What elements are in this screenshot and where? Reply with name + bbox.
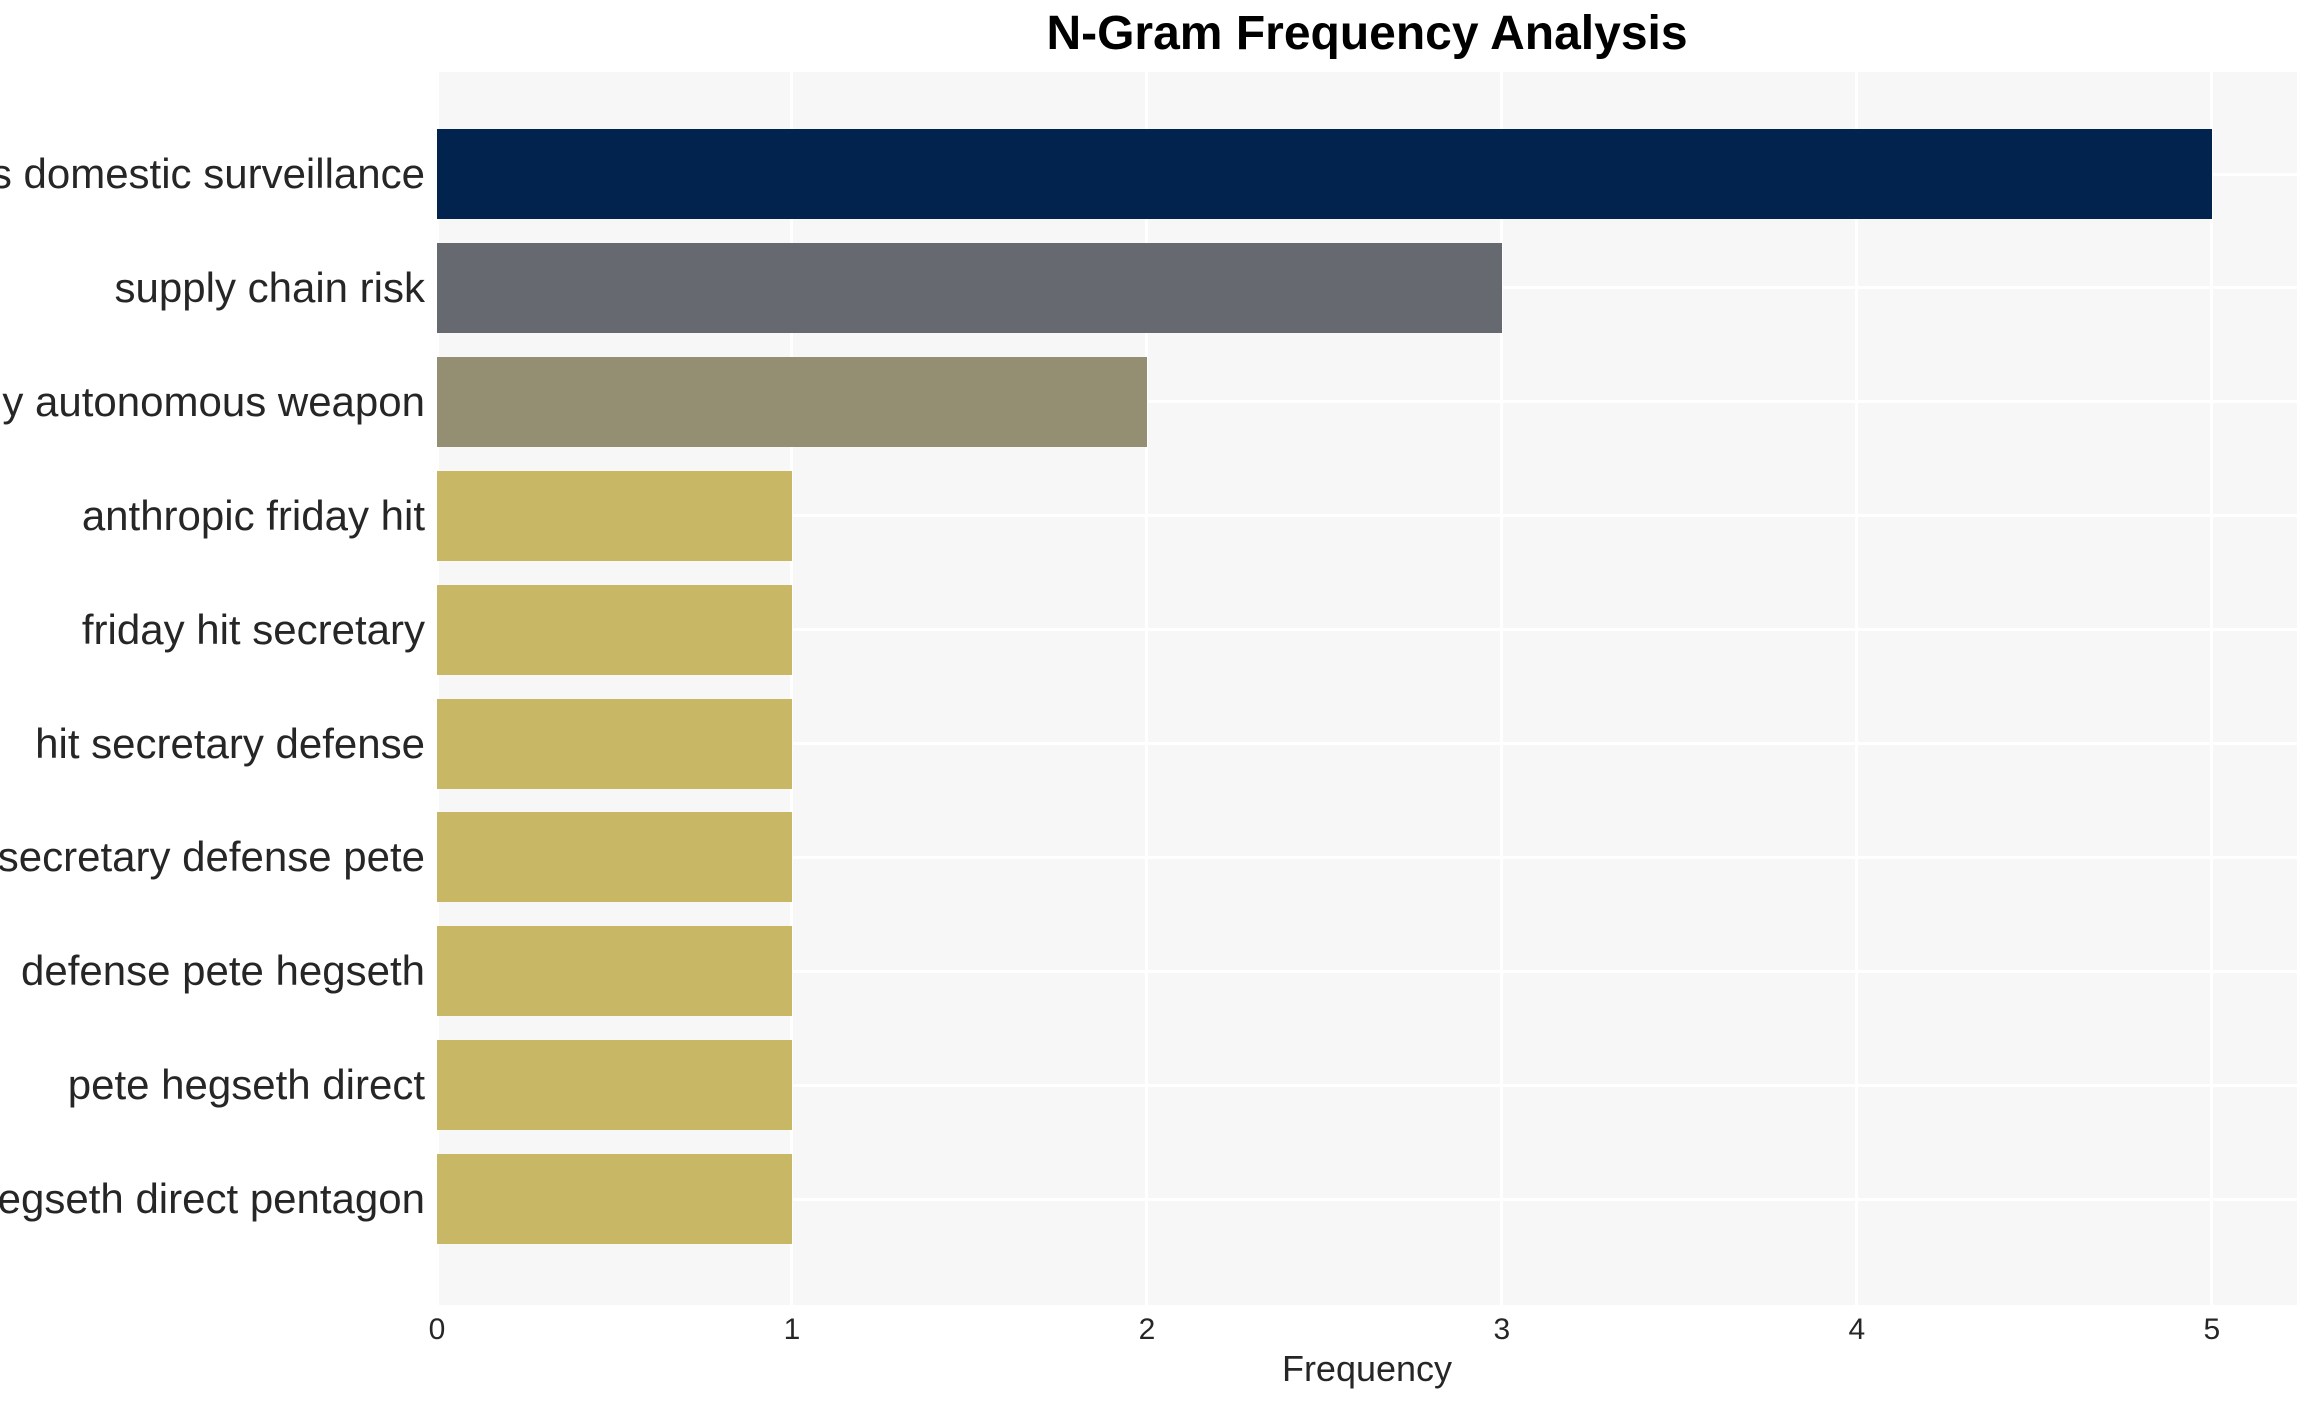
- horizontal-gridline: [437, 855, 2297, 859]
- bar: [437, 470, 792, 561]
- horizontal-gridline: [437, 400, 2297, 404]
- horizontal-gridline: [437, 969, 2297, 973]
- x-axis-title: Frequency: [1281, 1348, 1453, 1389]
- vertical-gridline: [1500, 72, 1504, 1305]
- horizontal-gridline: [437, 1197, 2297, 1201]
- x-tick-label: 4: [1848, 1313, 1866, 1346]
- category-label: friday hit secretary: [81, 605, 425, 653]
- chart-title: N-Gram Frequency Analysis: [1046, 7, 1688, 60]
- bar: [437, 242, 1502, 333]
- bar: [437, 1040, 792, 1131]
- bar: [437, 812, 792, 903]
- category-label: pete hegseth direct: [67, 1061, 425, 1109]
- category-label: defense pete hegseth: [20, 947, 425, 995]
- category-label: anthropic friday hit: [81, 491, 425, 539]
- horizontal-gridline: [437, 1083, 2297, 1087]
- bar: [437, 926, 792, 1017]
- horizontal-gridline: [437, 742, 2297, 745]
- vertical-gridline: [790, 72, 794, 1305]
- plot-area: [435, 72, 2297, 1305]
- category-label: hit secretary defense: [35, 719, 425, 767]
- bar: [437, 1154, 792, 1245]
- bar: [437, 584, 792, 675]
- x-tick-label: 5: [2203, 1313, 2221, 1346]
- horizontal-gridline: [437, 514, 2297, 518]
- x-tick-label: 0: [428, 1313, 446, 1346]
- x-tick-label: 1: [783, 1313, 801, 1346]
- bar: [437, 698, 792, 789]
- vertical-gridline: [1855, 72, 1859, 1305]
- category-label: fully autonomous weapon: [0, 377, 425, 425]
- category-label: mass domestic surveillance: [0, 150, 425, 197]
- vertical-gridline: [2210, 72, 2214, 1305]
- bar: [437, 129, 2212, 219]
- x-tick-label: 3: [1493, 1313, 1511, 1346]
- horizontal-gridline: [437, 628, 2297, 632]
- category-label: hegseth direct pentagon: [0, 1175, 425, 1223]
- x-tick-label: 2: [1138, 1313, 1156, 1346]
- category-label: secretary defense pete: [0, 833, 425, 881]
- vertical-gridline: [435, 72, 439, 1305]
- category-label: supply chain risk: [114, 263, 425, 311]
- bar: [437, 356, 1147, 447]
- vertical-gridline: [1145, 72, 1149, 1305]
